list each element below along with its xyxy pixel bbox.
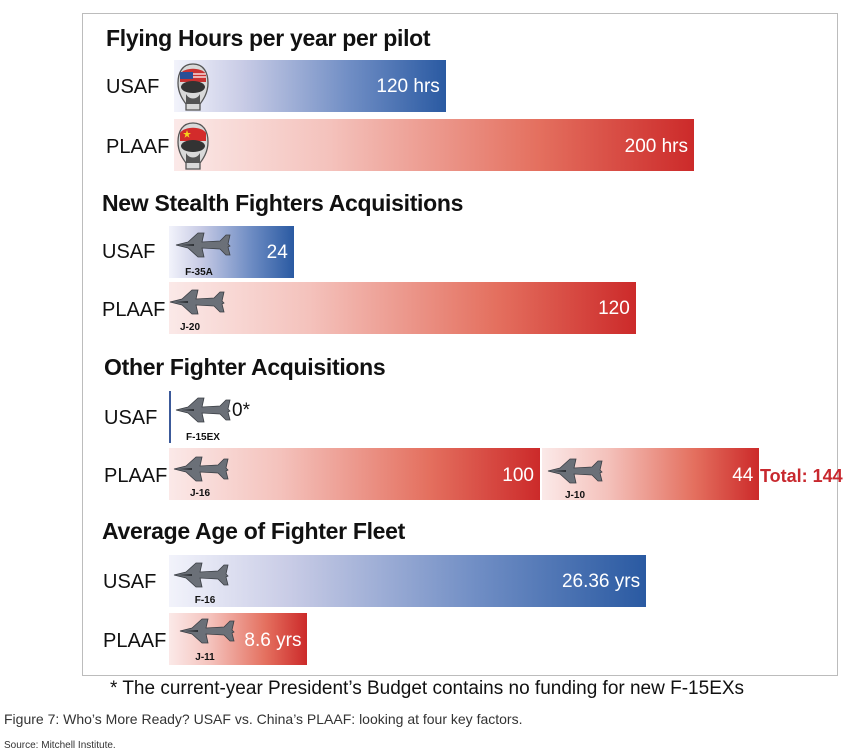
bar-usaf-stealth [169,226,294,278]
category-label-usaf: USAF [102,241,156,263]
us-pilot-helmet-icon [177,63,209,111]
figure-caption: Figure 7: Who’s More Ready? USAF vs. Chi… [4,711,523,727]
aircraft-label-j-20: J-20 [179,322,201,333]
value-label-usaf-fleet-age: 26.36 yrs [561,571,641,592]
value-label-usaf-flying-hours: 120 hrs [376,76,440,97]
footnote: * The current-year President’s Budget co… [110,678,745,699]
chart-title-other-acquisitions: Other Fighter Acquisitions [104,354,386,380]
f-35a-jet-icon [175,232,231,258]
china-pilot-helmet-icon [177,122,209,170]
value-label-plaaf-j10: 44 [732,465,754,486]
value-label-plaaf-j16: 100 [502,465,534,486]
category-label-usaf: USAF [104,407,158,429]
value-label-usaf-other: 0* [232,400,250,421]
aircraft-label-j-11: J-11 [195,652,215,663]
bar-plaaf-stealth [169,282,636,334]
value-label-usaf-stealth: 24 [266,242,288,263]
aircraft-label-j-16: J-16 [189,488,211,499]
f-16-jet-icon [173,562,229,588]
category-label-plaaf: PLAAF [104,465,168,487]
aircraft-label-j-10: J-10 [564,490,586,501]
aircraft-label-f-16: F-16 [194,595,216,606]
aircraft-label-f-35a: F-35A [185,267,213,278]
bar-plaaf-fleet-age [169,613,308,665]
f-15ex-jet-icon [175,397,231,423]
j-20-jet-icon [169,289,225,315]
source-note: Source: Mitchell Institute. [4,740,116,751]
j-10-jet-icon [547,458,603,484]
j-11-jet-icon [179,618,235,644]
category-label-usaf: USAF [103,571,157,593]
value-label-plaaf-stealth: 120 [598,298,630,319]
bar-plaaf-other-j16 [169,448,540,500]
total-label-plaaf: Total: 144 [760,466,843,486]
bar-usaf-flying-hours [174,60,446,112]
aircraft-label-f-15ex: F-15EX [186,432,220,443]
chart-title-fleet-age: Average Age of Fighter Fleet [102,518,406,544]
j-16-jet-icon [173,456,229,482]
value-label-plaaf-fleet-age: 8.6 yrs [244,630,302,651]
category-label-plaaf: PLAAF [103,630,167,652]
category-label-usaf: USAF [106,76,160,98]
category-label-plaaf: PLAAF [102,299,166,321]
chart-title-flying-hours: Flying Hours per year per pilot [106,25,431,51]
bar-plaaf-flying-hours [174,119,694,171]
value-label-plaaf-flying-hours: 200 hrs [624,136,688,157]
bar-usaf-fleet-age [169,555,647,607]
bar-usaf-other-zero [169,391,171,443]
chart-title-stealth-acquisitions: New Stealth Fighters Acquisitions [102,190,464,216]
category-label-plaaf: PLAAF [106,136,170,158]
